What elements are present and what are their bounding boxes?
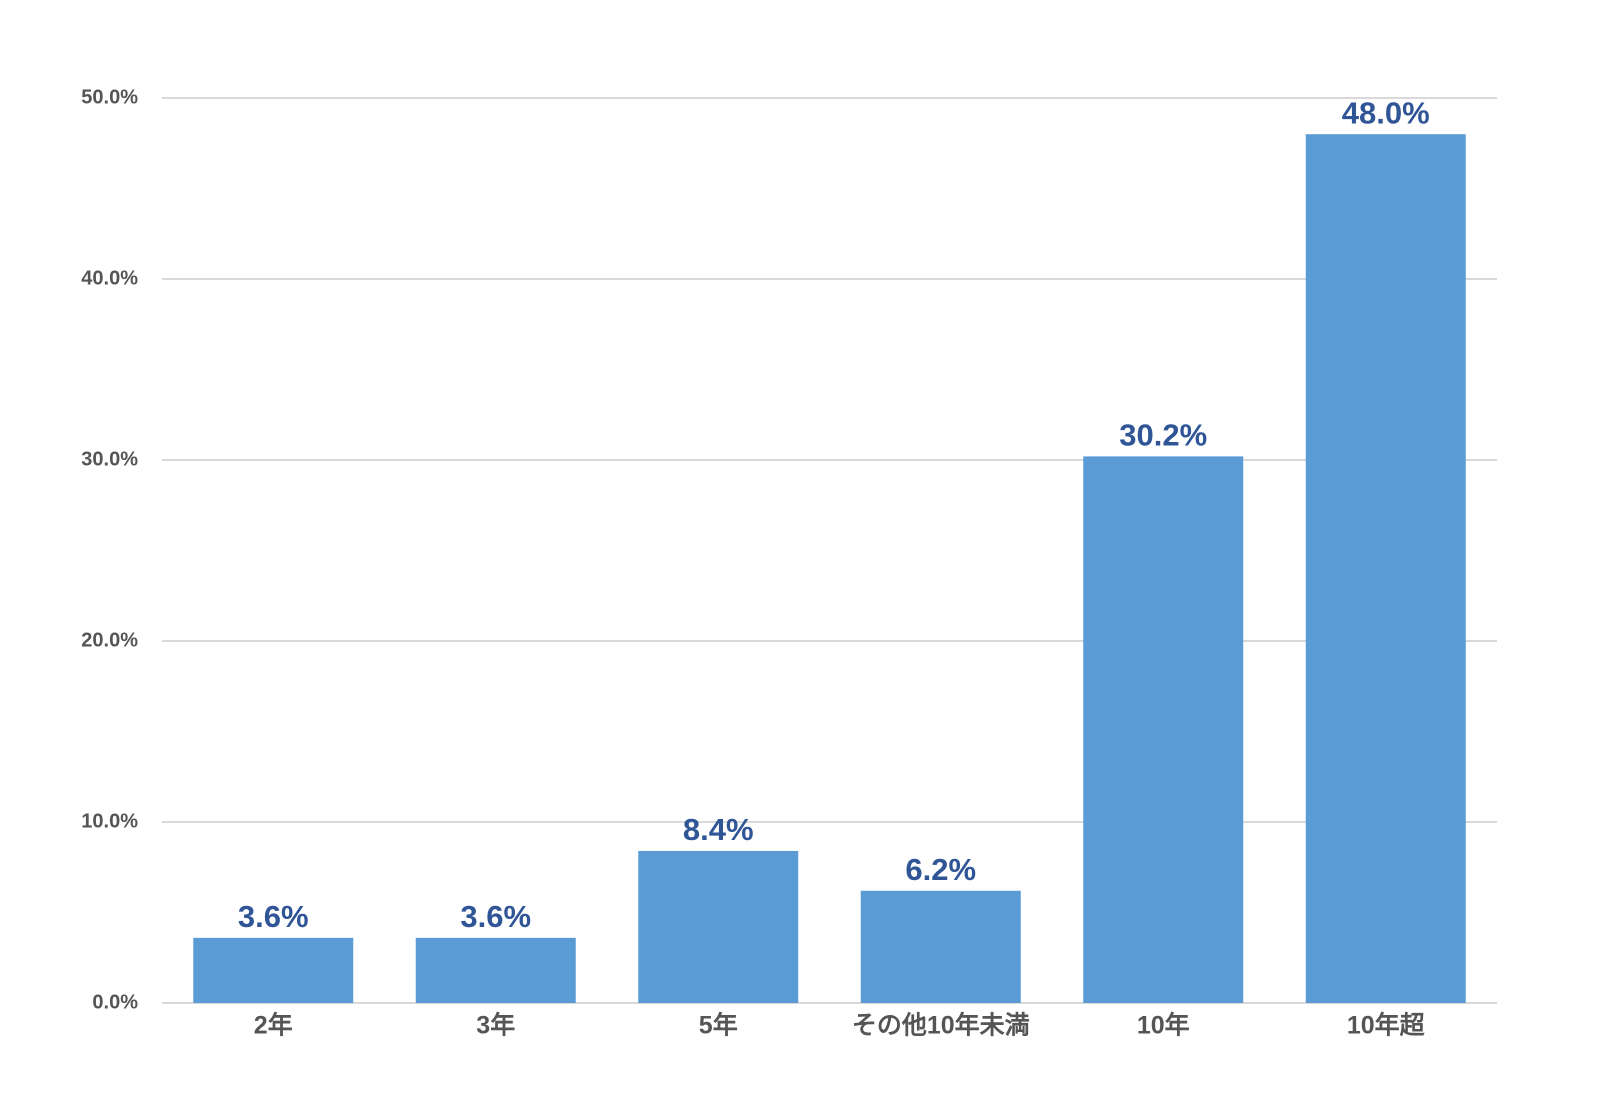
x-tick-label: 5年 [699,1011,738,1040]
bar [415,937,576,1003]
value-label: 48.0% [1342,95,1430,130]
value-label: 3.6% [238,899,309,934]
x-tick-label: その他10年未満 [852,1011,1030,1040]
y-tick-label: 50.0% [81,86,138,108]
value-label: 6.2% [905,852,976,887]
y-tick-label: 10.0% [81,810,138,832]
bar [638,850,799,1003]
y-tick-label: 30.0% [81,448,138,470]
bar [1305,134,1466,1003]
x-tick-label: 3年 [476,1011,515,1040]
y-tick-label: 20.0% [81,629,138,651]
bar [193,937,354,1003]
y-tick-label: 40.0% [81,267,138,289]
x-tick-label: 10年 [1137,1011,1190,1040]
x-tick-label: 10年超 [1347,1011,1426,1040]
y-tick-label: 0.0% [92,991,138,1013]
value-label: 3.6% [460,899,531,934]
value-label: 8.4% [683,812,754,847]
value-label: 30.2% [1119,418,1207,453]
bar [1083,456,1244,1003]
bar [860,890,1021,1003]
x-tick-label: 2年 [254,1011,293,1040]
